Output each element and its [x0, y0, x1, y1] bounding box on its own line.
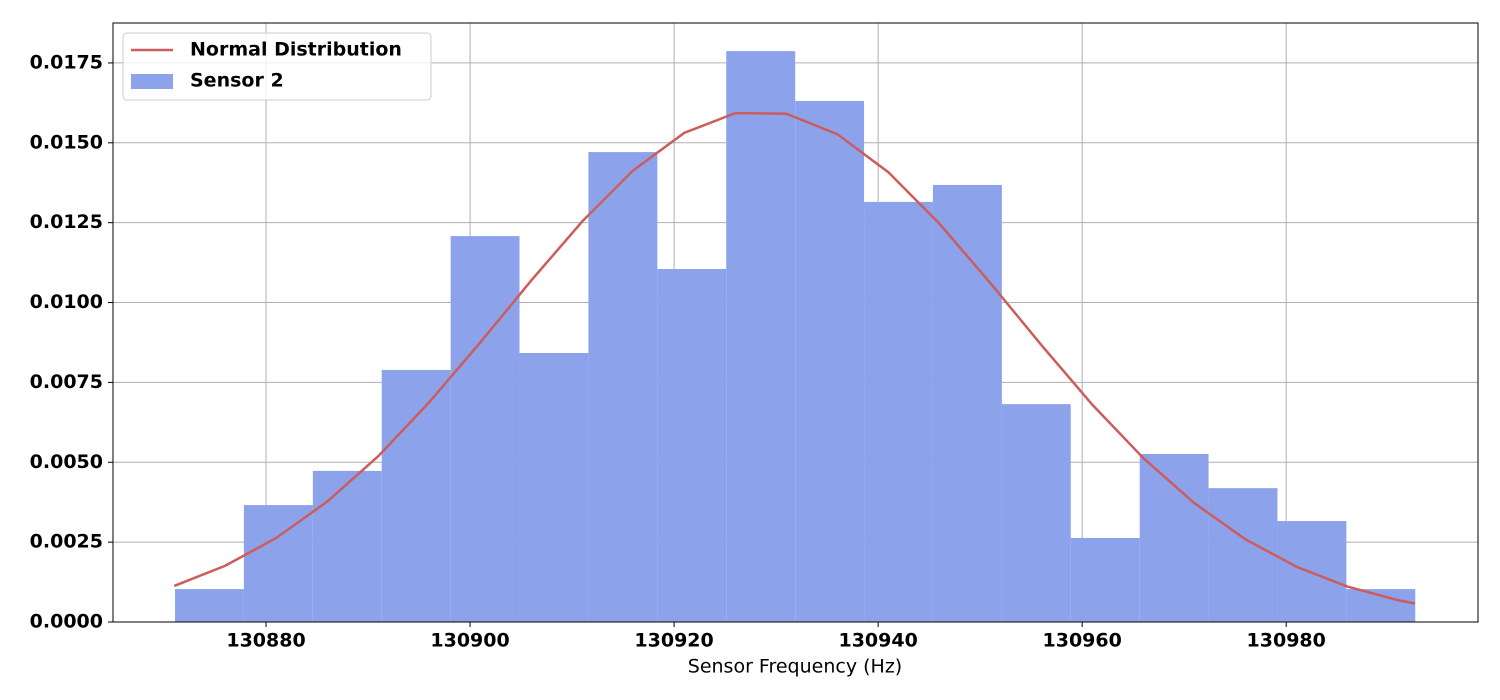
histogram-bar — [864, 201, 933, 622]
histogram-bar — [657, 268, 727, 622]
y-tick-label: 0.0175 — [30, 51, 103, 73]
axes: 130880 130900 130920 130940 130960 130980 0.00… — [30, 51, 1326, 651]
y-tick-label: 0.0025 — [30, 531, 103, 553]
x-tick-label: 130880 — [226, 630, 305, 652]
histogram-bar — [1139, 453, 1209, 622]
histogram-bar — [381, 369, 451, 622]
y-tick-label: 0.0050 — [30, 451, 103, 473]
plot-frame — [112, 22, 1479, 623]
histogram-bar — [1346, 589, 1416, 622]
x-tick-label: 130920 — [634, 630, 713, 652]
histogram-bar — [312, 470, 382, 622]
histogram-bar — [1070, 537, 1140, 622]
distribution-line — [173, 111, 1415, 605]
histogram-bar — [175, 589, 244, 622]
legend-patch — [131, 74, 173, 89]
marks — [173, 51, 1416, 623]
histogram-bar — [450, 236, 520, 622]
histogram-bar — [795, 100, 865, 622]
legend: Normal Distribution Sensor 2 — [122, 32, 432, 101]
legend-box — [122, 32, 432, 101]
legend-label: Normal Distribution — [190, 39, 402, 61]
x-tick-label: 130980 — [1247, 630, 1326, 652]
legend-label: Sensor 2 — [190, 70, 284, 92]
x-tick-label: 130900 — [430, 630, 509, 652]
y-tick-label: 0.0150 — [30, 131, 103, 153]
histogram-bar — [588, 152, 658, 623]
x-axis-label: Sensor Frequency (Hz) — [688, 656, 902, 678]
y-tick-label: 0.0075 — [30, 371, 103, 393]
histogram-bar — [519, 353, 589, 622]
y-tick-label: 0.0125 — [30, 211, 103, 233]
x-tick-label: 130940 — [838, 630, 917, 652]
y-tick-label: 0.0000 — [30, 611, 103, 633]
histogram-bar — [932, 184, 1002, 622]
x-tick-label: 130960 — [1043, 630, 1122, 652]
histogram-bar — [1001, 404, 1071, 622]
histogram-bar — [1208, 488, 1278, 622]
y-tick-label: 0.0100 — [30, 291, 103, 313]
histogram-bar — [726, 51, 796, 623]
histogram-bar — [243, 505, 313, 622]
